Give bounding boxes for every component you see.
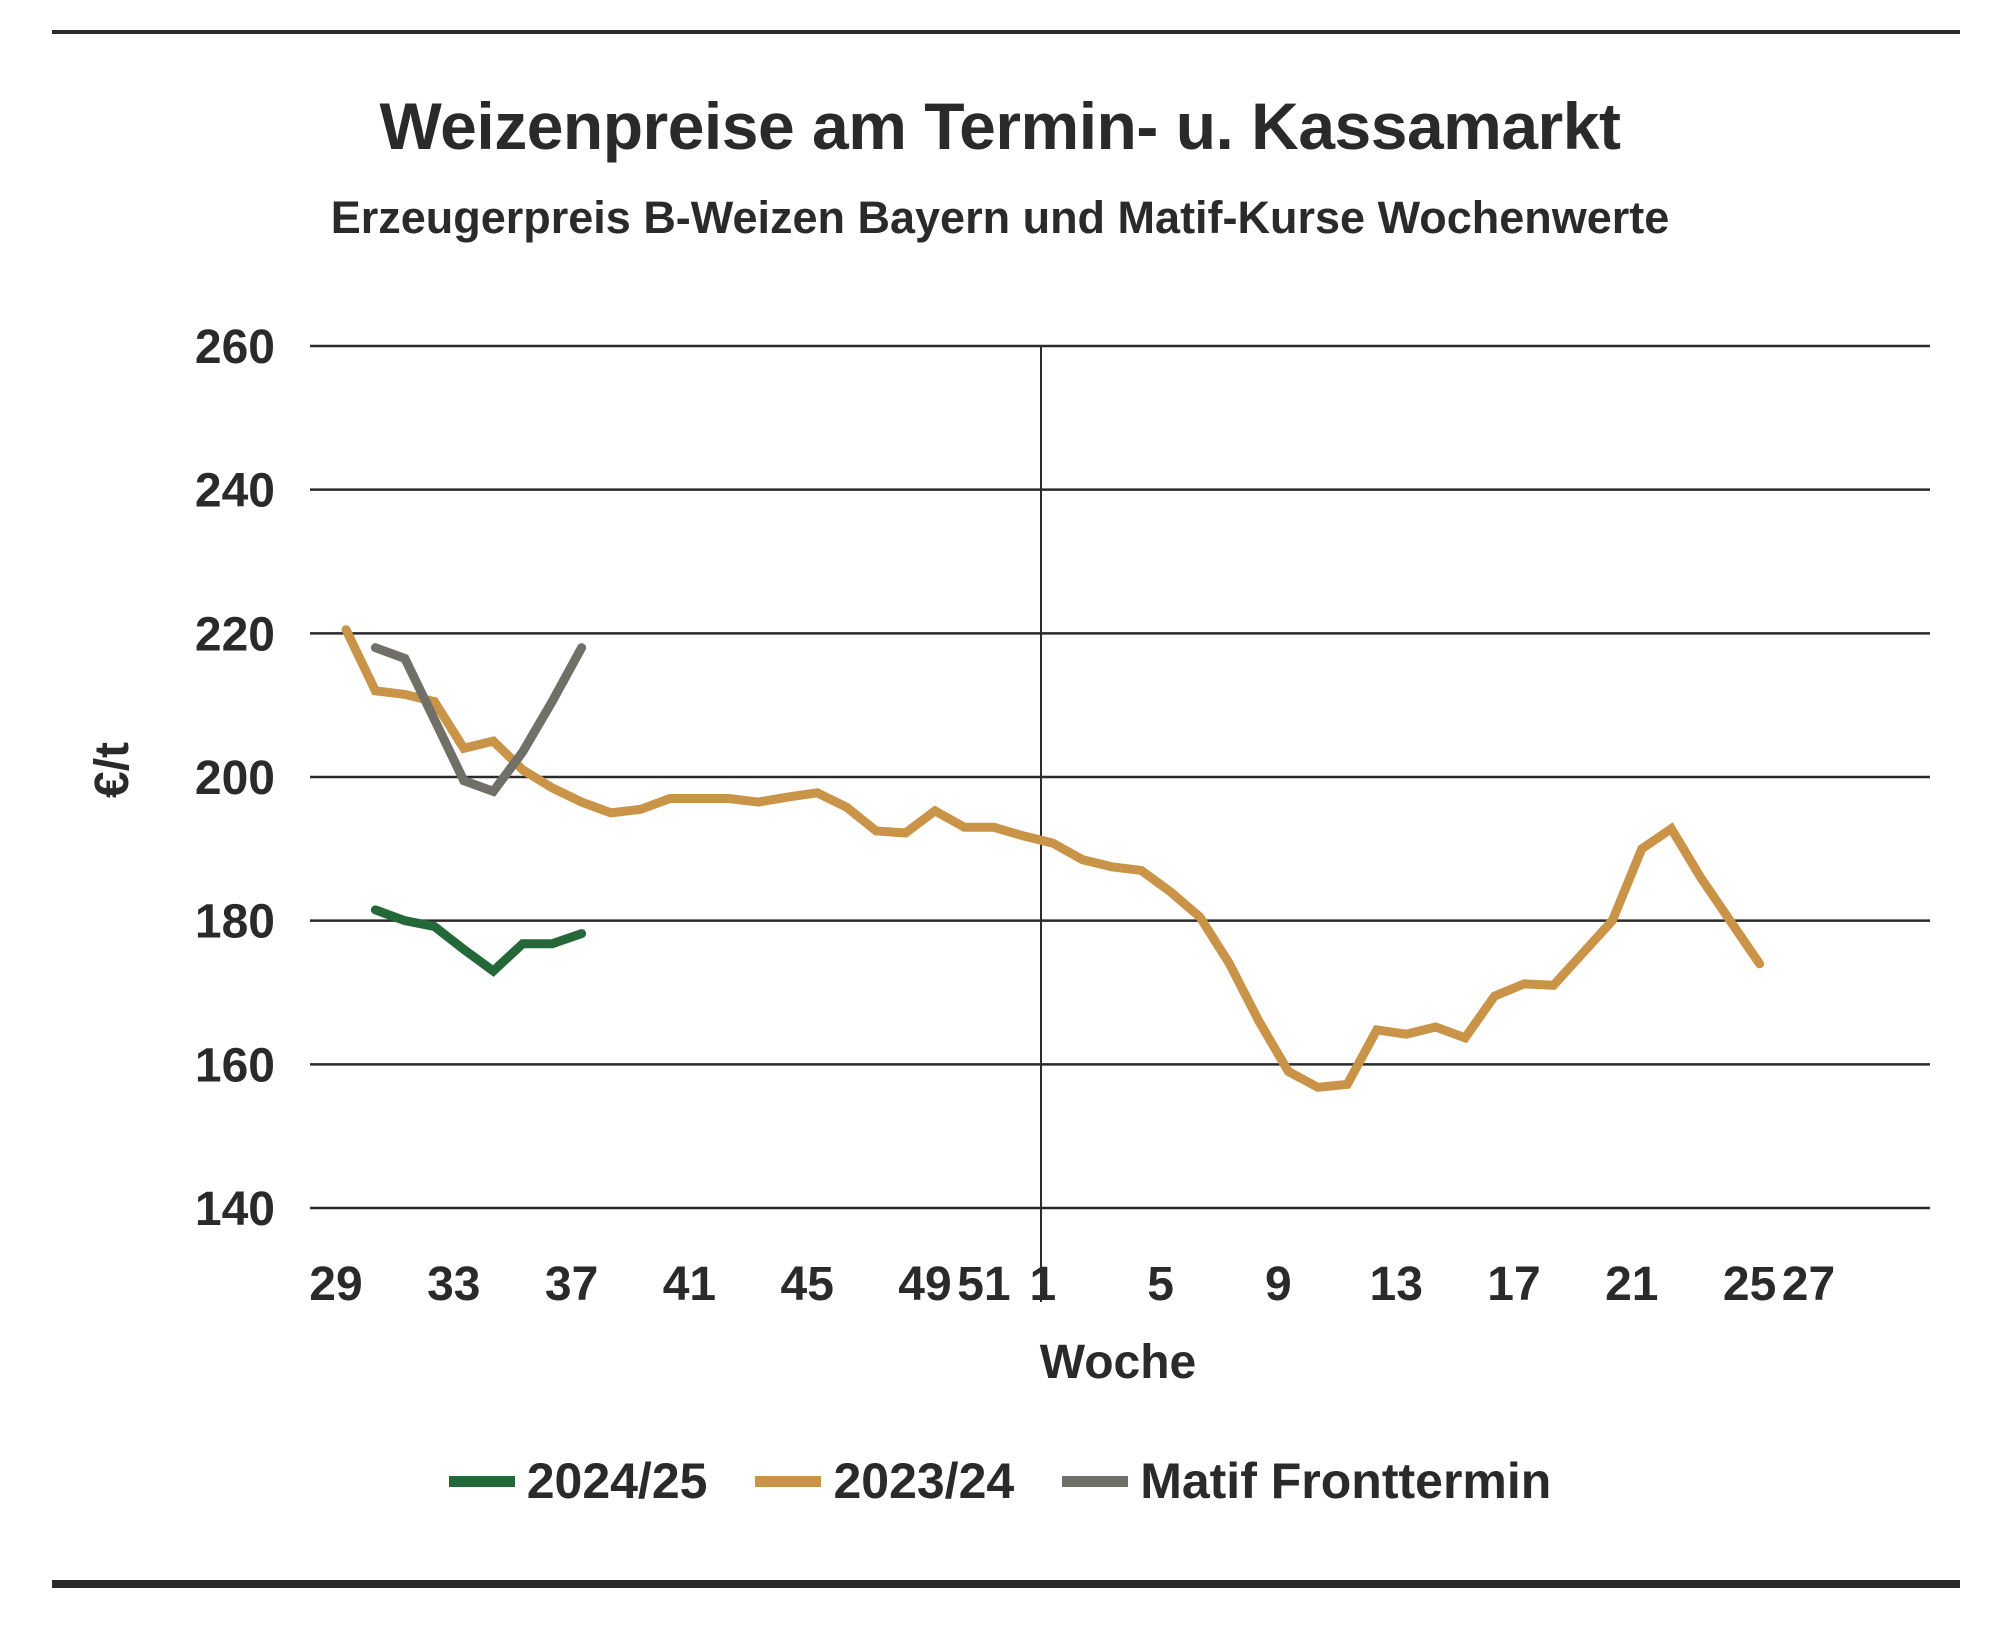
chart-title: Weizenpreise am Termin- u. Kassamarkt [379,89,1621,163]
y-tick-labels: 260 240 220 200 180 160 140 [195,321,275,1236]
legend: 2024/25 2023/24 Matif Fronttermin [0,1452,2000,1510]
y-axis-label: €/t [86,742,139,798]
x-tick-label: 5 [1147,1258,1174,1311]
y-tick-label: 240 [195,465,275,518]
legend-swatch [448,1475,515,1487]
legend-label: Matif Fronttermin [1140,1453,1552,1509]
x-tick-label: 21 [1605,1258,1658,1311]
series-line-2023-24 [341,625,1765,1092]
x-tick-label: 45 [781,1258,834,1311]
x-axis-label: Woche [1040,1336,1196,1389]
legend-item: 2024/25 [448,1452,708,1510]
legend-swatch [755,1475,822,1487]
legend-label: 2024/25 [526,1453,708,1509]
x-tick-label: 49 [898,1258,951,1311]
x-tick-label: 25 [1723,1258,1776,1311]
y-tick-label: 200 [195,752,275,805]
y-tick-label: 160 [195,1039,275,1092]
x-tick-label: 1 [1029,1258,1056,1311]
series-line-matif-fronttermin [370,643,587,797]
y-tick-label: 180 [195,896,275,949]
series-line-2024-25 [370,905,587,977]
gridlines [310,344,1930,1210]
x-tick-label: 37 [545,1258,598,1311]
legend-item: Matif Fronttermin [1062,1452,1551,1510]
y-tick-label: 140 [195,1183,275,1236]
legend-label: 2023/24 [833,1453,1015,1509]
x-tick-label: 29 [309,1258,362,1311]
bottom-rule [52,1580,1960,1588]
top-rule [52,30,1960,34]
x-tick-label: 33 [427,1258,480,1311]
x-tick-label: 17 [1487,1258,1540,1311]
x-tick-labels: 29 33 37 41 45 49 51 1 5 9 13 17 21 25 27 [309,1258,1835,1311]
legend-swatch [1062,1475,1129,1487]
y-tick-label: 220 [195,608,275,661]
x-tick-label: 27 [1782,1258,1835,1311]
x-tick-label: 9 [1265,1258,1292,1311]
x-tick-label: 51 [957,1258,1010,1311]
x-tick-label: 41 [663,1258,716,1311]
chart-subtitle: Erzeugerpreis B-Weizen Bayern und Matif-… [330,192,1670,243]
y-tick-label: 260 [195,321,275,374]
data-series [341,625,1765,1092]
x-tick-label: 13 [1370,1258,1423,1311]
legend-item: 2023/24 [755,1452,1014,1510]
